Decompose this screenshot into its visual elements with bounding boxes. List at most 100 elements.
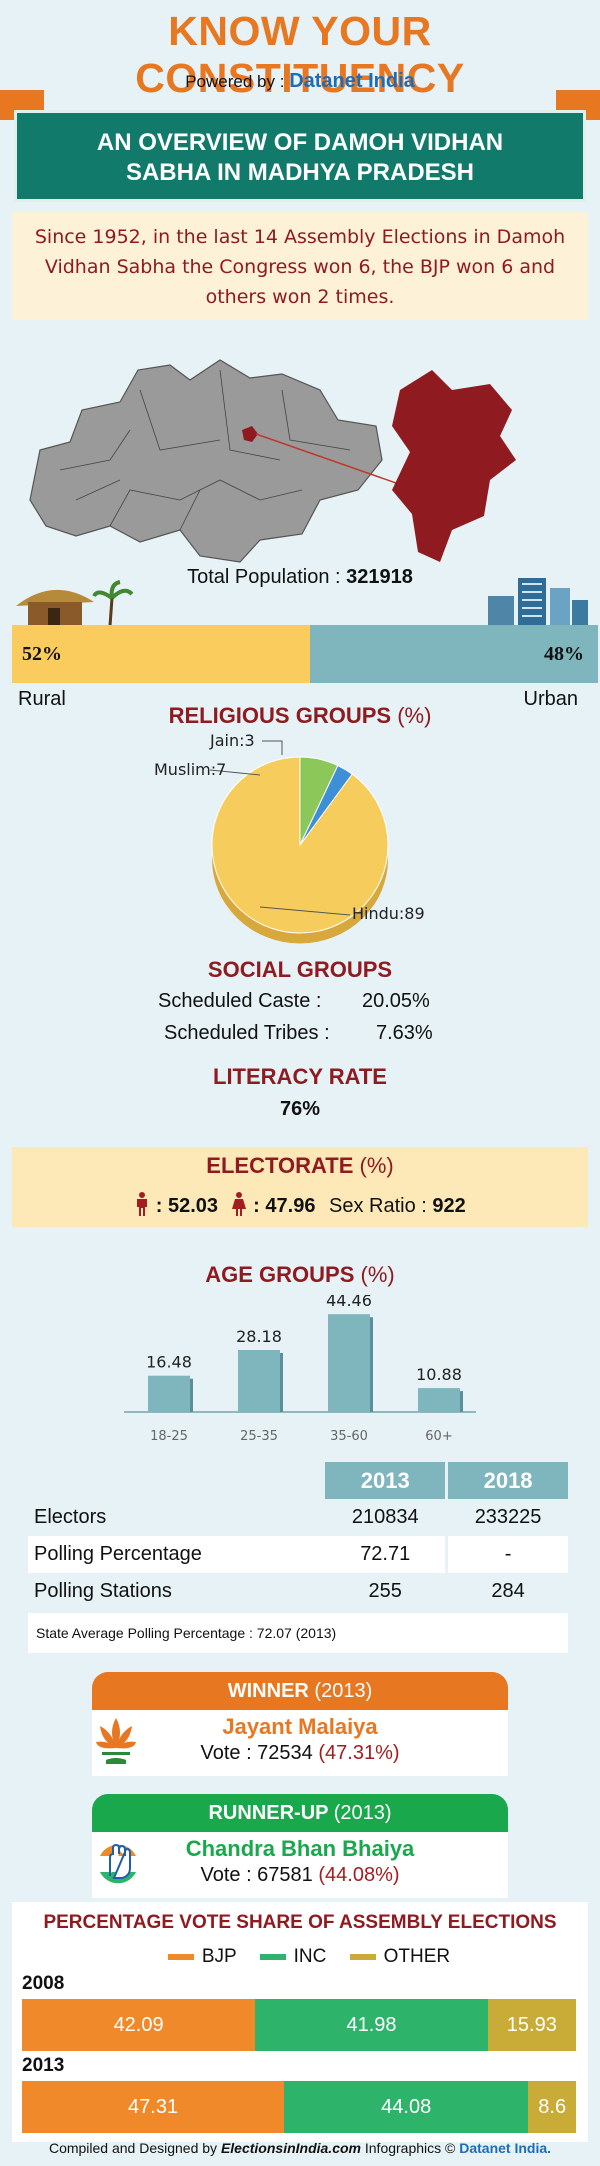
row-value-2013: 72.71 <box>325 1536 447 1573</box>
runner-up-name: Chandra Bhan Bhaiya <box>185 1836 415 1861</box>
population-value: 321918 <box>346 566 413 588</box>
title-ribbon <box>14 110 586 202</box>
legend-other: OTHER <box>383 1946 451 1967</box>
age-category-label: 60+ <box>425 1429 452 1444</box>
electorate-values: : 52.03 : 47.96 Sex Ratio : 922 <box>0 1192 600 1218</box>
row-value-2018: 284 <box>445 1573 568 1610</box>
sc-value: 20.05% <box>362 990 430 1012</box>
powered-prefix: Powered by : <box>185 72 285 91</box>
vote-share-legend: BJP INC OTHER <box>0 1946 600 1968</box>
vote-share-title: PERCENTAGE VOTE SHARE OF ASSEMBLY ELECTI… <box>43 1912 557 1933</box>
runner-up-vote: Vote : 67581 (44.08%) <box>92 1864 508 1887</box>
age-unit: (%) <box>360 1262 395 1287</box>
age-category-label: 25-35 <box>240 1429 278 1444</box>
runner-up-vote-share: (44.08%) <box>318 1864 400 1886</box>
age-bar-shade <box>280 1353 283 1412</box>
state-map <box>29 359 383 563</box>
ribbon-line-2: SABHA IN MADHYA PRADESH <box>125 159 475 186</box>
footer-credit: Compiled and Designed by ElectionsinIndi… <box>0 2140 600 2156</box>
buildings-icon <box>488 578 588 628</box>
footer-site: ElectionsinIndia.com <box>220 2140 361 2156</box>
winner-card <box>92 1710 508 1776</box>
winner-name: Jayant Malaiya <box>222 1714 378 1739</box>
runner-up-header: RUNNER-UP (2013) <box>92 1794 508 1832</box>
pie-label-muslim: Muslim:7 <box>154 760 227 779</box>
age-value-label: 10.88 <box>416 1365 462 1384</box>
sex-ratio-label: Sex Ratio : <box>329 1195 427 1217</box>
powered-brand: Datanet India <box>289 70 415 92</box>
age-bar-18-25 <box>148 1375 190 1412</box>
legend-bjp: BJP <box>201 1946 237 1967</box>
age-value-label: 16.48 <box>146 1353 192 1372</box>
row-value-2013: 210834 <box>351 1506 419 1528</box>
vote-share-year-2008: 2008 <box>22 1973 65 1994</box>
winner-vote-count: Vote : 72534 <box>200 1742 313 1764</box>
table-row: Electors 210834 233225 <box>28 1499 568 1536</box>
vote-share-year-2013: 2013 <box>22 2055 65 2076</box>
footer-brand: Datanet India. <box>459 2140 552 2156</box>
age-category-label: 18-25 <box>150 1429 188 1444</box>
age-bar-shade <box>370 1317 373 1412</box>
lotus-icon <box>96 1718 136 1764</box>
row-value-2013: 255 <box>368 1580 402 1602</box>
damoh-zoomed-map <box>392 370 516 562</box>
hand-icon <box>98 1843 138 1884</box>
age-bar-chart: 16.48 18-25 28.18 25-35 44.46 35-60 10.88 60+ <box>124 1295 476 1444</box>
age-category-label: 35-60 <box>330 1429 368 1444</box>
winner-vote-share: (47.31%) <box>318 1742 400 1764</box>
literacy-title: LITERACY RATE <box>213 1064 387 1089</box>
polling-table: 2013 2018 Electors 210834 233225 Polling… <box>28 1462 568 1610</box>
legend-swatch-bjp <box>167 1953 194 1960</box>
religion-title-text: RELIGIOUS GROUPS <box>168 703 392 728</box>
row-label: Electors <box>34 1506 107 1528</box>
runner-up-title: RUNNER-UP <box>208 1802 329 1824</box>
age-bar-35-60 <box>328 1314 370 1412</box>
runner-up-card <box>92 1832 508 1898</box>
pie-label-jain: Jain:3 <box>210 731 255 750</box>
religion-pie-chart <box>209 740 389 944</box>
runner-up-year: (2013) <box>333 1802 392 1824</box>
footer-prefix: Compiled and Designed by <box>48 2140 218 2156</box>
st-value: 7.63% <box>376 1022 433 1044</box>
electorate-unit: (%) <box>359 1153 394 1178</box>
religion-title: RELIGIOUS GROUPS (%) <box>0 703 600 729</box>
age-bar-25-35 <box>238 1350 280 1412</box>
rural-share-bar <box>12 625 310 683</box>
row-label: Polling Stations <box>34 1580 172 1602</box>
row-label: Polling Percentage <box>28 1536 326 1573</box>
row-value-2018: 233225 <box>445 1499 568 1536</box>
vote-share-panel <box>12 1902 588 2142</box>
religion-unit: (%) <box>397 703 432 728</box>
ribbon-line-1: AN OVERVIEW OF DAMOH VIDHAN <box>96 129 504 156</box>
electorate-title: ELECTORATE (%) <box>0 1153 600 1179</box>
zoom-arrow <box>255 433 417 491</box>
constituency-map <box>29 359 516 563</box>
table-header-row: 2013 2018 <box>28 1462 568 1499</box>
female-icon <box>231 1192 246 1216</box>
ribbon-title: AN OVERVIEW OF DAMOH VIDHAN SABHA IN MAD… <box>14 128 586 188</box>
damoh-marker <box>242 426 258 442</box>
winner-year: (2013) <box>314 1680 373 1702</box>
history-summary: Since 1952, in the last 14 Assembly Elec… <box>12 212 588 320</box>
age-title: AGE GROUPS (%) <box>0 1262 600 1288</box>
sex-ratio-value: 922 <box>432 1195 466 1217</box>
winner-header: WINNER (2013) <box>92 1672 508 1710</box>
year-2018-header: 2018 <box>445 1462 568 1499</box>
powered-by: Powered by : Datanet India <box>0 70 600 93</box>
age-title-text: AGE GROUPS <box>205 1262 355 1287</box>
winner-title: WINNER <box>227 1680 309 1702</box>
rural-label: Rural <box>18 688 66 710</box>
rural-percent: 52% <box>22 643 62 665</box>
runner-up-vote-count: Vote : 67581 <box>200 1864 313 1886</box>
total-population: Total Population : 321918 <box>0 566 600 589</box>
winner-vote: Vote : 72534 (47.31%) <box>92 1742 508 1765</box>
female-percent: : 47.96 <box>253 1195 316 1217</box>
age-value-label: 44.46 <box>326 1295 372 1310</box>
population-label: Total Population : <box>187 566 341 588</box>
legend-swatch-inc <box>259 1953 286 1960</box>
urban-percent: 48% <box>544 643 584 665</box>
page-title: KNOW YOUR CONSTITUENCY <box>135 8 465 101</box>
table-row: Polling Stations 255 284 <box>28 1573 568 1610</box>
st-label: Scheduled Tribes : <box>164 1022 330 1044</box>
literacy-value: 76% <box>279 1098 321 1120</box>
